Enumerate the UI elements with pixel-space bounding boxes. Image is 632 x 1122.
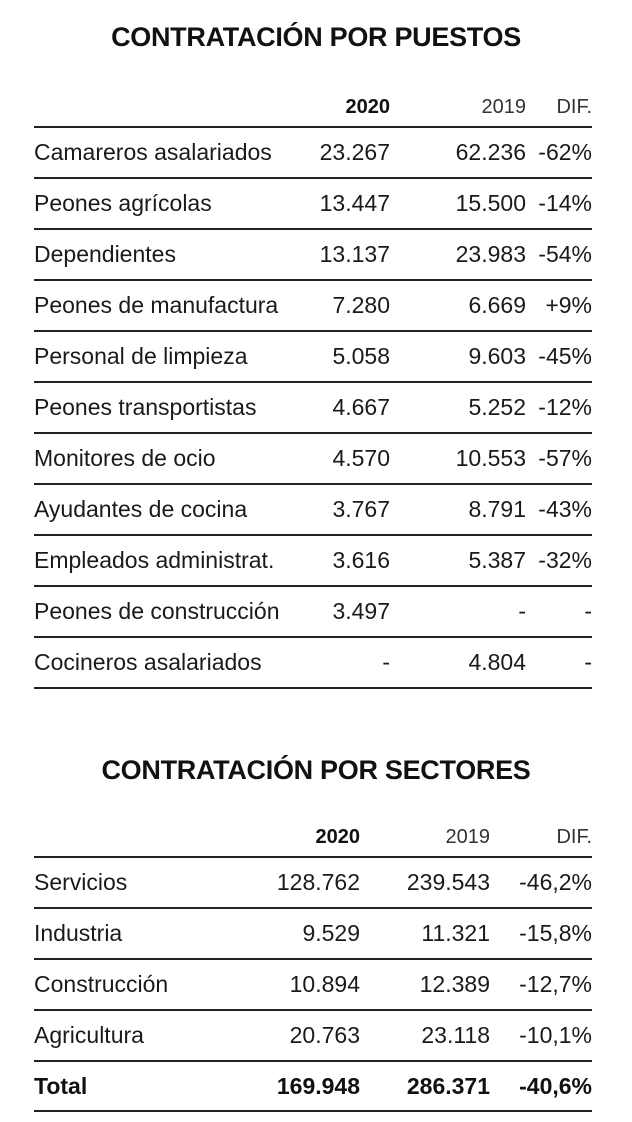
table-row: Ayudantes de cocina 3.767 8.791 -43% (34, 485, 592, 536)
header-2019: 2019 (481, 96, 527, 118)
row-2019: 12.389 (419, 971, 490, 997)
row-label: Peones agrícolas (34, 190, 212, 216)
row-2019: 4.804 (468, 649, 526, 675)
row-dif: - (584, 649, 592, 675)
row-dif: -54% (538, 241, 592, 267)
row-label: Camareros asalariados (34, 139, 272, 165)
row-label: Industria (34, 920, 123, 946)
row-dif: - (584, 598, 592, 624)
row-2019: 9.603 (468, 343, 526, 369)
row-2019: 11.321 (421, 920, 490, 946)
row-dif: -57% (538, 445, 592, 471)
row-label: Servicios (34, 869, 128, 895)
table-row: Servicios 128.762 239.543 -46,2% (34, 858, 592, 909)
row-2020: 13.137 (319, 241, 390, 267)
row-2019: 23.983 (455, 241, 526, 267)
table-row: Peones transportistas 4.667 5.252 -12% (34, 383, 592, 434)
row-dif: -46,2% (519, 869, 592, 895)
row-label: Peones de construcción (34, 598, 280, 624)
row-2019: 62.236 (455, 139, 526, 165)
row-label: Construcción (34, 971, 169, 997)
row-2019: 8.791 (468, 496, 526, 522)
row-2020: 7.280 (332, 292, 390, 318)
table-row: Cocineros asalariados - 4.804 - (34, 638, 592, 689)
table-row: Monitores de ocio 4.570 10.553 -57% (34, 434, 592, 485)
row-dif: -62% (538, 139, 592, 165)
row-dif: -10,1% (519, 1022, 592, 1048)
table-row: Peones de manufactura 7.280 6.669 +9% (34, 281, 592, 332)
table-title-sectores: CONTRATACIÓN POR SECTORES (101, 755, 531, 785)
table-sectores: 2020 2019 DIF. Servicios 128.762 239.543 -4… (34, 818, 592, 1112)
table-row: Industria 9.529 11.321 -15,8% (34, 909, 592, 960)
row-2020: 128.762 (276, 869, 360, 895)
header-dif: DIF. (556, 96, 592, 118)
row-2019: 23.118 (421, 1022, 490, 1048)
table-row: Personal de limpieza 5.058 9.603 -45% (34, 332, 592, 383)
row-label: Agricultura (34, 1022, 144, 1048)
row-label: Monitores de ocio (34, 445, 216, 471)
table-body: Servicios 128.762 239.543 -46,2% Industria 9.… (34, 858, 592, 1062)
row-2020: 169.948 (276, 1073, 360, 1099)
table-row: Empleados administrat. 3.616 5.387 -32% (34, 536, 592, 587)
table-row: Dependientes 13.137 23.983 -54% (34, 230, 592, 281)
row-2020: 23.267 (319, 139, 390, 165)
table-body: Camareros asalariados 23.267 62.236 -62% Peo… (34, 128, 592, 689)
row-2020: 20.763 (289, 1022, 360, 1048)
row-2020: 3.497 (332, 598, 390, 624)
row-label: Empleados administrat. (34, 547, 275, 573)
table-row-total: Total 169.948 286.371 -40,6% (34, 1062, 592, 1112)
row-2020: 10.894 (289, 971, 360, 997)
header-2020: 2020 (345, 96, 391, 118)
header-2020: 2020 (315, 826, 361, 848)
row-2019: 5.387 (468, 547, 526, 573)
table-row: Construcción 10.894 12.389 -12,7% (34, 960, 592, 1011)
row-label: Peones de manufactura (34, 292, 279, 318)
row-2020: - (382, 649, 390, 675)
row-label: Personal de limpieza (34, 343, 248, 369)
row-2019: 15.500 (455, 190, 526, 216)
row-dif: -14% (538, 190, 592, 216)
row-2020: 4.570 (332, 445, 390, 471)
row-label: Cocineros asalariados (34, 649, 262, 675)
table-header: 2020 2019 DIF. (34, 818, 592, 858)
row-2019: 5.252 (468, 394, 526, 420)
row-dif: -15,8% (519, 920, 592, 946)
row-dif: -45% (538, 343, 592, 369)
row-2020: 13.447 (319, 190, 390, 216)
table-row: Agricultura 20.763 23.118 -10,1% (34, 1011, 592, 1062)
table-row: Camareros asalariados 23.267 62.236 -62% (34, 128, 592, 179)
row-dif: -32% (538, 547, 592, 573)
row-2019: - (518, 598, 526, 624)
header-dif: DIF. (556, 826, 592, 848)
table-title-puestos: CONTRATACIÓN POR PUESTOS (111, 22, 521, 52)
row-2020: 9.529 (302, 920, 360, 946)
row-dif: -12% (538, 394, 592, 420)
row-label: Total (34, 1073, 88, 1099)
row-2020: 3.767 (332, 496, 390, 522)
row-2019: 286.371 (406, 1073, 490, 1099)
row-dif: -43% (538, 496, 592, 522)
row-2020: 5.058 (332, 343, 390, 369)
row-dif: -40,6% (519, 1073, 592, 1099)
row-label: Peones transportistas (34, 394, 257, 420)
header-2019: 2019 (445, 826, 491, 848)
row-dif: +9% (545, 292, 592, 318)
table-puestos: 2020 2019 DIF. Camareros asalariados 23.2… (34, 88, 592, 689)
table-row: Peones agrícolas 13.447 15.500 -14% (34, 179, 592, 230)
table-header: 2020 2019 DIF. (34, 88, 592, 128)
row-2020: 4.667 (332, 394, 390, 420)
row-2019: 239.543 (406, 869, 490, 895)
row-2019: 6.669 (468, 292, 526, 318)
table-row: Peones de construcción 3.497 - - (34, 587, 592, 638)
row-label: Dependientes (34, 241, 176, 267)
row-dif: -12,7% (519, 971, 592, 997)
row-label: Ayudantes de cocina (34, 496, 248, 522)
row-2020: 3.616 (332, 547, 390, 573)
row-2019: 10.553 (455, 445, 526, 471)
